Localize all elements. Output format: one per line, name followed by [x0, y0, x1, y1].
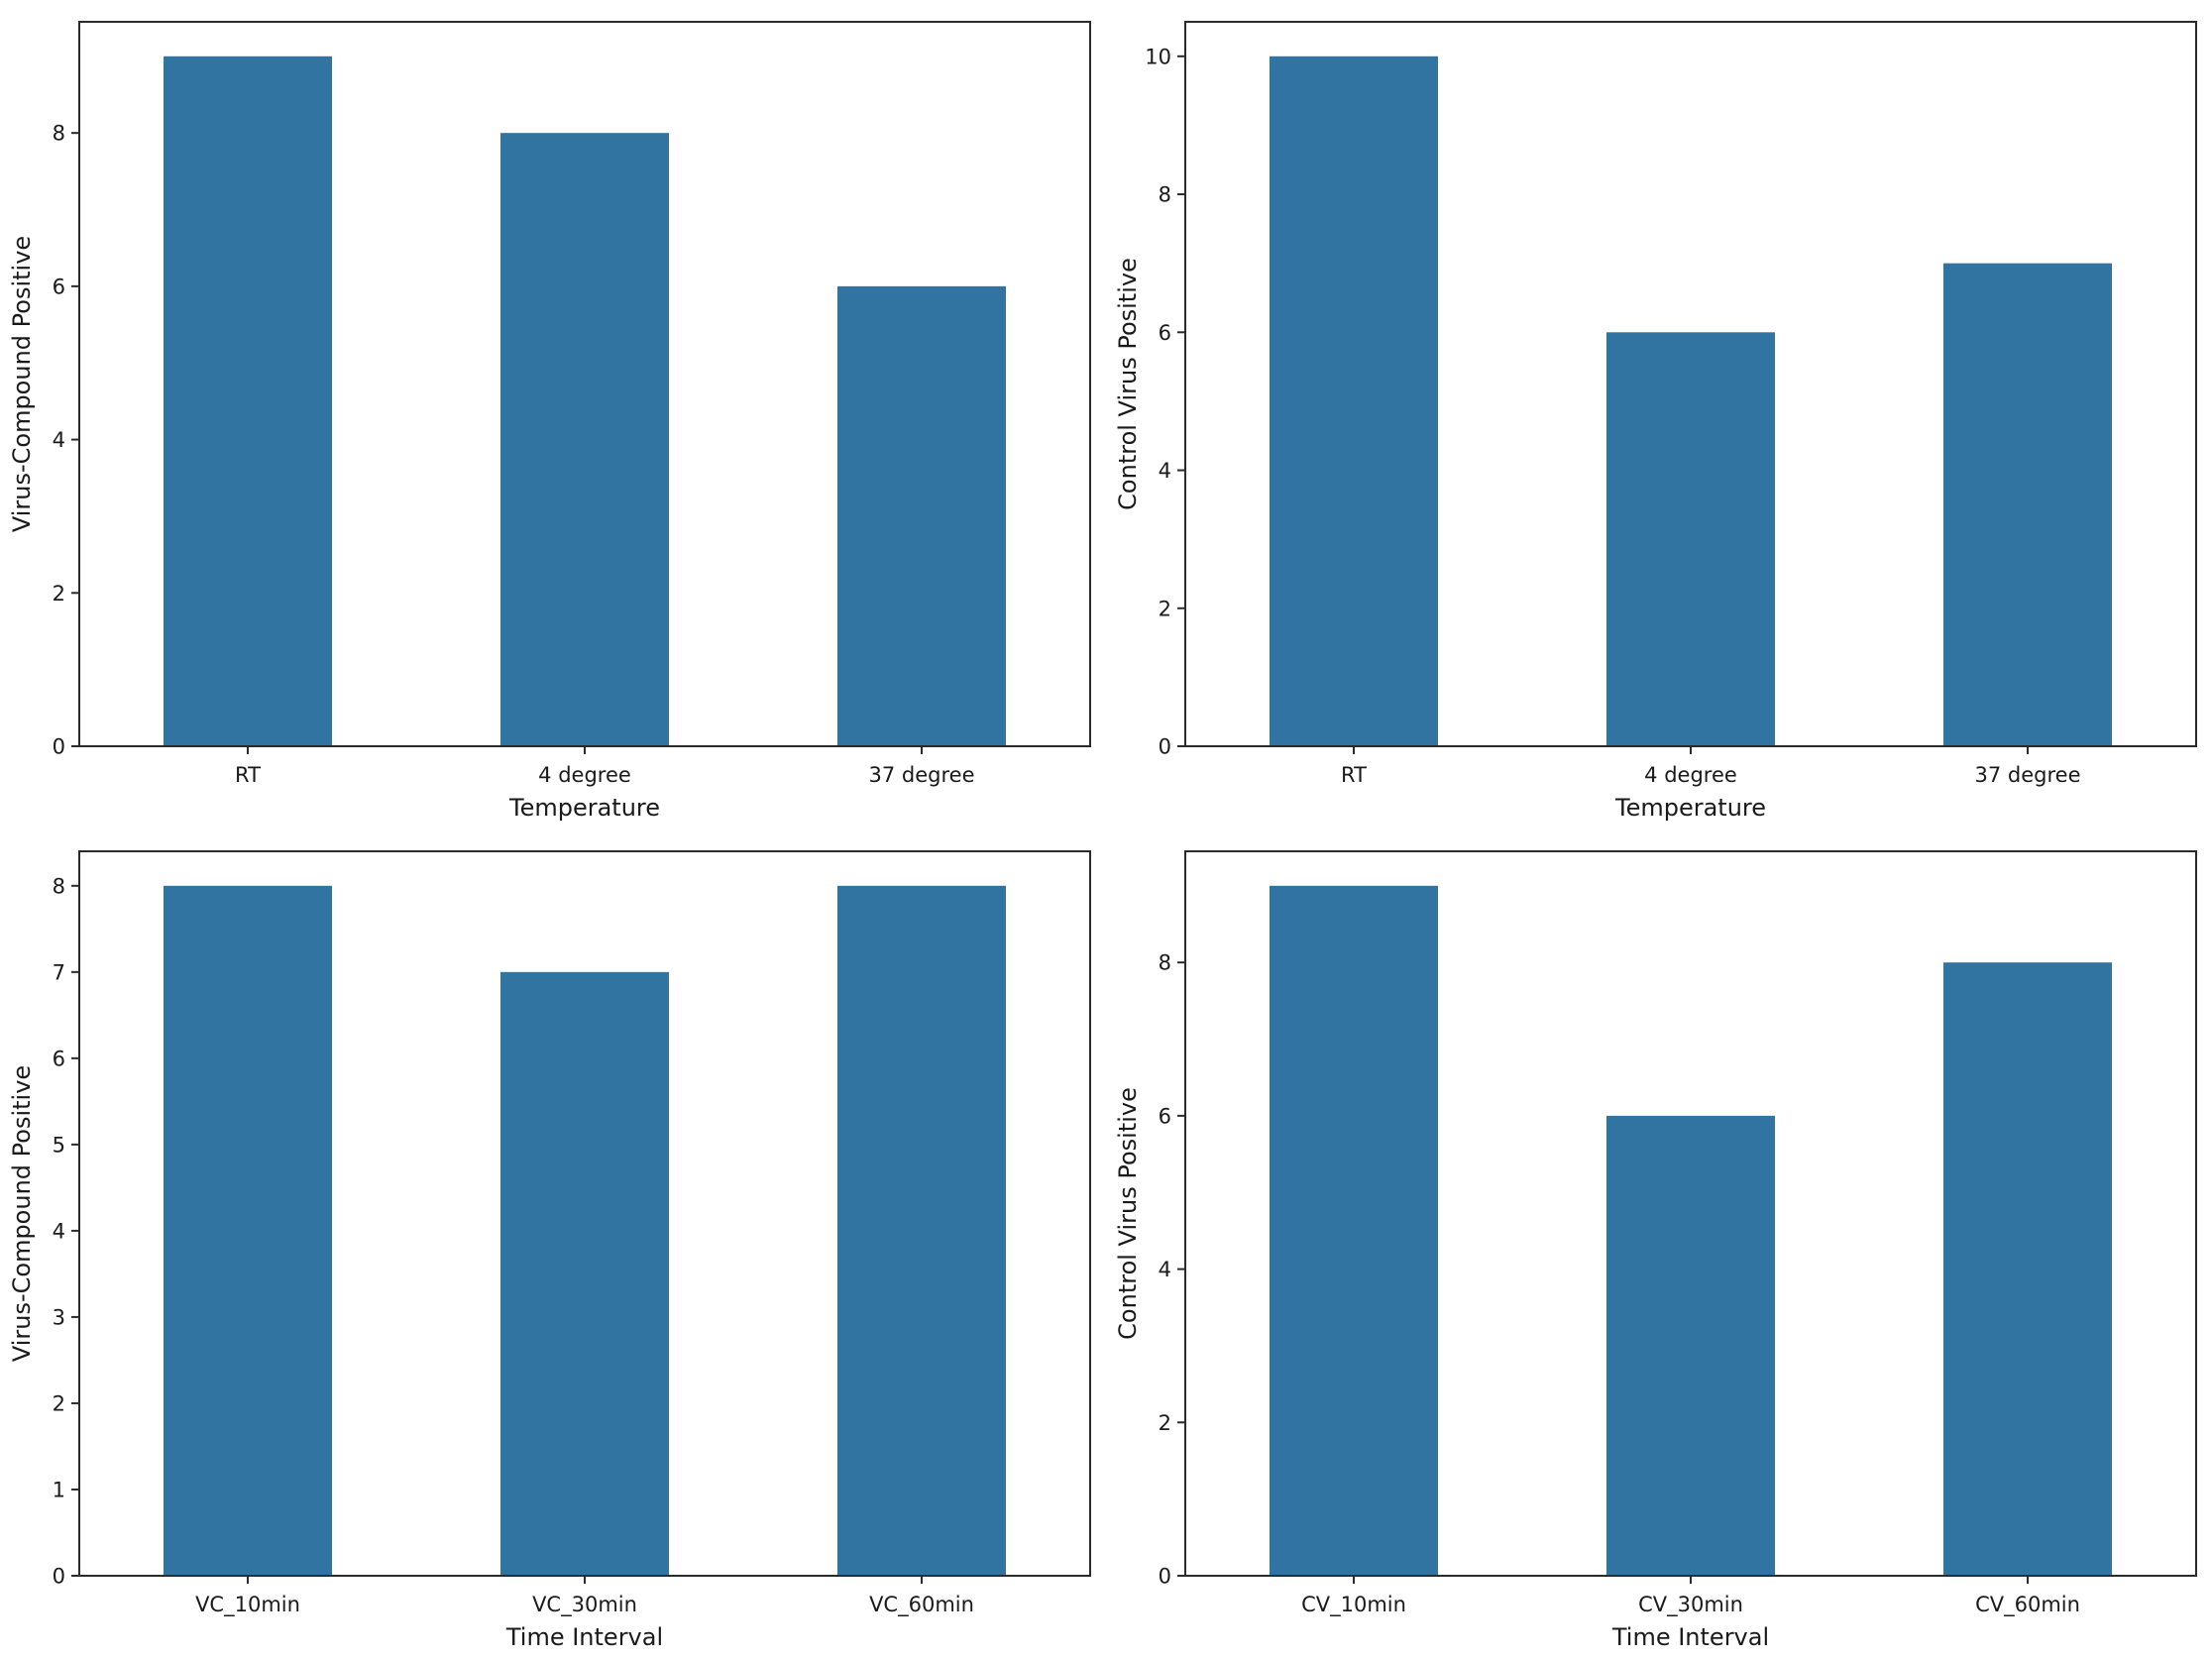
y-tick-label: 4	[1159, 459, 1171, 483]
y-tick-label: 8	[1159, 183, 1171, 207]
chart-virus-compound-by-time-interval: 0 1 2 3 4 5 6 7 8 VC_10min VC_30min VC_60min Time In…	[0, 830, 1106, 1659]
x-tick-label: 4 degree	[538, 763, 631, 787]
y-tick-label: 0	[53, 1565, 65, 1589]
x-tick-label: CV_60min	[1975, 1593, 2080, 1617]
bar-CV_60min	[1943, 962, 2112, 1576]
y-tick-label: 0	[1159, 735, 1171, 759]
y-tick-label: 8	[53, 874, 65, 898]
bar-RT	[164, 55, 332, 747]
y-tick-label: 4	[1159, 1258, 1171, 1281]
y-tick-label: 2	[53, 582, 65, 606]
y-tick-label: 1	[53, 1478, 65, 1501]
x-tick-label: RT	[235, 763, 261, 787]
x-tick-label: CV_10min	[1301, 1593, 1406, 1617]
y-axis-label: Virus-Compound Positive	[8, 236, 36, 532]
y-tick-label: 5	[53, 1133, 65, 1157]
x-tick-label: 37 degree	[1975, 763, 2081, 787]
bar-CV_10min	[1270, 885, 1438, 1576]
x-axis-label: Time Interval	[505, 1623, 663, 1651]
y-axis-label: Virus-Compound Positive	[8, 1065, 36, 1362]
bar-VC_10min	[164, 885, 332, 1576]
y-tick-label: 6	[53, 1047, 65, 1070]
y-tick-label: 8	[1159, 951, 1171, 975]
bar-37 degree	[837, 285, 1006, 746]
x-tick-label: RT	[1341, 763, 1367, 787]
x-tick-label: VC_60min	[869, 1593, 974, 1617]
x-tick-label: CV_30min	[1638, 1593, 1743, 1617]
bar-VC_30min	[500, 971, 669, 1576]
y-tick-label: 8	[53, 122, 65, 146]
panel-top-left: 0 2 4 6 8 RT 4 degree 37 degree Temperature Virus…	[0, 0, 1106, 830]
y-tick-label: 4	[53, 428, 65, 452]
y-axis-label: Control Virus Positive	[1114, 1087, 1142, 1340]
y-tick-label: 3	[53, 1305, 65, 1329]
bar-4 degree	[500, 133, 669, 747]
y-tick-label: 6	[53, 275, 65, 298]
y-tick-label: 2	[1159, 597, 1171, 620]
bar-VC_60min	[837, 885, 1006, 1576]
x-tick-label: 4 degree	[1644, 763, 1737, 787]
x-axis-label: Temperature	[1614, 794, 1766, 822]
panel-bottom-left: 0 1 2 3 4 5 6 7 8 VC_10min VC_30min VC_60min Time In…	[0, 830, 1106, 1659]
x-tick-label: 37 degree	[869, 763, 975, 787]
bar-RT	[1270, 55, 1438, 747]
y-tick-label: 6	[1159, 1104, 1171, 1128]
chart-control-virus-by-time-interval: 0 2 4 6 8 CV_10min CV_30min CV_60min Time Interv…	[1106, 830, 2212, 1659]
y-axis-label: Control Virus Positive	[1114, 258, 1142, 510]
y-tick-label: 2	[53, 1391, 65, 1415]
bar-4 degree	[1606, 332, 1775, 746]
x-axis-label: Time Interval	[1611, 1623, 1769, 1651]
y-tick-label: 2	[1159, 1411, 1171, 1435]
x-axis-label: Temperature	[508, 794, 660, 822]
y-tick-label: 10	[1145, 45, 1171, 68]
y-tick-label: 6	[1159, 321, 1171, 345]
x-tick-label: VC_10min	[195, 1593, 300, 1617]
y-tick-label: 7	[53, 960, 65, 984]
y-tick-label: 0	[53, 735, 65, 759]
panel-top-right: 0 2 4 6 8 10 RT 4 degree 37 degree Temperature Con…	[1106, 0, 2212, 830]
y-tick-label: 0	[1159, 1565, 1171, 1589]
y-tick-label: 4	[53, 1219, 65, 1243]
x-tick-label: VC_30min	[532, 1593, 637, 1617]
chart-control-virus-by-temperature: 0 2 4 6 8 10 RT 4 degree 37 degree Temperature Con…	[1106, 0, 2212, 830]
panel-bottom-right: 0 2 4 6 8 CV_10min CV_30min CV_60min Time Interv…	[1106, 830, 2212, 1659]
bar-CV_30min	[1606, 1115, 1775, 1576]
bar-37 degree	[1943, 263, 2112, 746]
chart-virus-compound-by-temperature: 0 2 4 6 8 RT 4 degree 37 degree Temperature Virus…	[0, 0, 1106, 830]
